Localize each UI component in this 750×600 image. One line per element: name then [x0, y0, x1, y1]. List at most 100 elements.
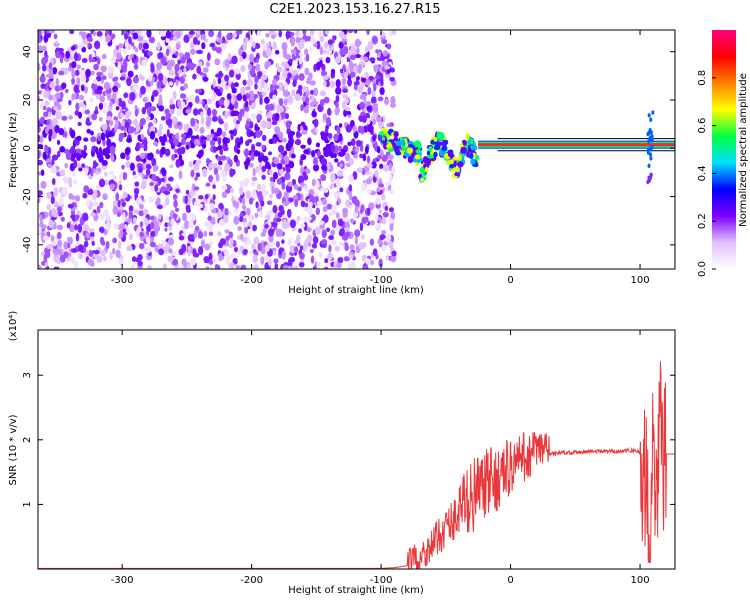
heatmap-cell [167, 59, 171, 68]
heatmap-cell [170, 108, 175, 114]
heatmap-cell [200, 115, 205, 125]
heatmap-cell [83, 85, 89, 94]
heatmap-cell [80, 84, 85, 92]
heatmap-cell [248, 163, 254, 168]
heatmap-cell [275, 240, 280, 248]
heatmap-cell [94, 40, 101, 50]
heatmap-cell [249, 130, 254, 137]
heatmap-cell [56, 206, 63, 213]
heatmap-cell [130, 41, 135, 47]
heatmap-cell [92, 192, 97, 200]
heatmap-cell [255, 142, 262, 147]
heatmap-cell [165, 37, 170, 43]
heatmap-cell [160, 55, 167, 65]
colorbar-tick-label: 0.6 [697, 118, 708, 134]
heatmap-cell [354, 146, 360, 153]
heatmap-cell [115, 192, 120, 202]
heatmap-cell [257, 190, 263, 200]
heatmap-cell [649, 152, 653, 157]
heatmap-cell [420, 177, 424, 182]
heatmap-cell [52, 66, 58, 75]
heatmap-cell [57, 150, 61, 158]
heatmap-cell [199, 126, 205, 134]
y-tick-label: -20 [22, 188, 33, 204]
heatmap-cell [90, 168, 94, 177]
heatmap-cell [105, 240, 110, 250]
heatmap-cell [391, 250, 397, 257]
heatmap-cell [272, 94, 277, 101]
heatmap-cell [315, 207, 320, 216]
heatmap-cell [313, 157, 319, 166]
heatmap-cell [335, 94, 340, 103]
heatmap-cell [349, 218, 355, 224]
heatmap-cell [242, 217, 247, 224]
heatmap-cell [272, 171, 279, 180]
heatmap-cell [265, 47, 272, 57]
y-tick-label: 0 [22, 145, 33, 151]
heatmap-cell [345, 199, 351, 208]
heatmap-cell [236, 249, 242, 255]
heatmap-cell [366, 207, 371, 216]
heatmap-cell [189, 142, 196, 149]
heatmap-cell [305, 53, 310, 62]
heatmap-cell [272, 137, 278, 144]
heatmap-cell [61, 187, 68, 196]
heatmap-cell [259, 96, 263, 106]
heatmap-cell [263, 157, 269, 162]
heatmap-cell [115, 249, 121, 258]
heatmap-cell [250, 112, 257, 120]
heatmap-cell [319, 99, 325, 107]
heatmap-cell [300, 200, 306, 208]
heatmap-cell [299, 252, 305, 260]
heatmap-cell [240, 233, 244, 240]
heatmap-cell [379, 163, 384, 169]
heatmap-cell [233, 215, 240, 225]
heatmap-cell [83, 240, 89, 248]
heatmap-cell [254, 75, 259, 84]
heatmap-cell [299, 245, 304, 251]
heatmap-cell [260, 183, 266, 193]
heatmap-cell [132, 32, 139, 40]
heatmap-cell [202, 67, 209, 73]
heatmap-cell [161, 239, 166, 244]
heatmap-cell [197, 246, 204, 256]
heatmap-cell [59, 169, 66, 177]
heatmap-cell [156, 42, 161, 51]
heatmap-cell [366, 155, 371, 164]
heatmap-cell [288, 160, 295, 169]
heatmap-cell [162, 263, 168, 269]
heatmap-cell [278, 30, 283, 38]
heatmap-cell [330, 143, 336, 153]
heatmap-cell [206, 134, 211, 142]
heatmap-cell [222, 176, 227, 182]
heatmap-cell [145, 115, 151, 121]
heatmap-cell [183, 67, 187, 73]
heatmap-cell [236, 30, 243, 35]
heatmap-cell [241, 205, 247, 210]
heatmap-cell [255, 57, 259, 63]
heatmap-cell [354, 205, 359, 214]
heatmap-cell [124, 147, 131, 156]
heatmap-cell [239, 216, 244, 223]
heatmap-cell [59, 146, 66, 153]
heatmap-cell [142, 208, 149, 216]
heatmap-cell [200, 34, 207, 41]
heatmap-cell [67, 203, 74, 209]
heatmap-cell [298, 73, 305, 81]
heatmap-cell [83, 224, 90, 232]
heatmap-cell [240, 264, 247, 269]
heatmap-cell [353, 30, 358, 34]
heatmap-cell [285, 220, 290, 228]
heatmap-cell [209, 42, 216, 48]
heatmap-cell [39, 134, 44, 144]
heatmap-cell [156, 80, 162, 89]
heatmap-cell [117, 62, 122, 71]
heatmap-cell [87, 258, 94, 266]
heatmap-cell [357, 64, 363, 71]
heatmap-cell [126, 137, 133, 143]
heatmap-cell [124, 121, 130, 129]
heatmap-cell [76, 64, 81, 70]
heatmap-cell [87, 42, 91, 48]
heatmap-cell [257, 156, 264, 162]
heatmap-cell [111, 33, 116, 39]
